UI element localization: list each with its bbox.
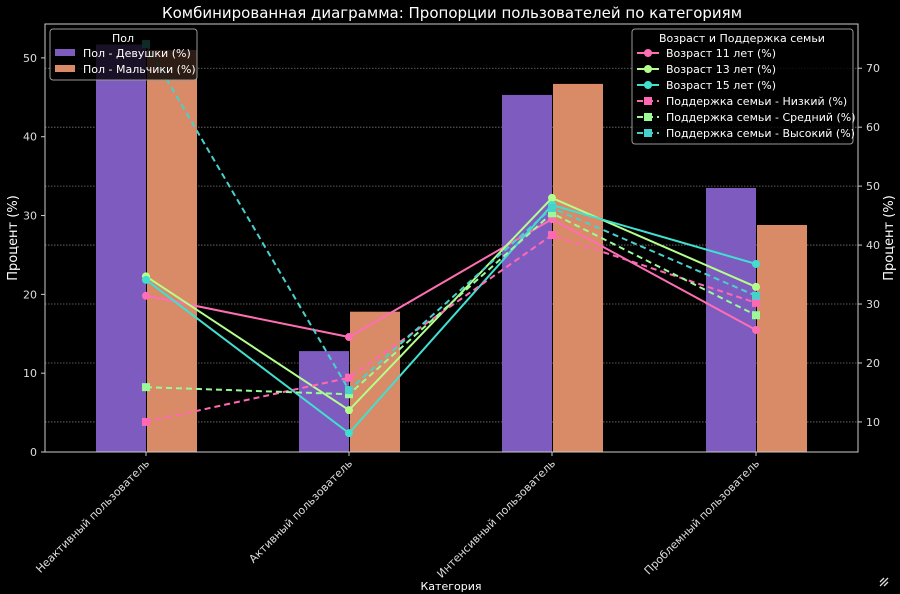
series-line (145, 233, 757, 423)
legend-title: Возраст и Поддержка семьи (659, 32, 825, 45)
point-marker (752, 311, 760, 320)
bar-girls (96, 44, 146, 452)
point-marker (752, 298, 760, 307)
point-marker (548, 231, 556, 240)
series-line (145, 217, 757, 339)
legend-marker (644, 49, 652, 57)
legend-label: Возраст 15 лет (%) (666, 79, 776, 92)
point-marker (142, 417, 150, 426)
point-marker (345, 390, 353, 399)
legend-label: Пол - Девушки (%) (83, 47, 191, 60)
x-tick-label: Неактивный пользователь (33, 457, 152, 576)
point-marker (345, 373, 353, 382)
y-axis-label-left: Процент (%) (6, 195, 21, 281)
resize-icon[interactable] (879, 577, 889, 587)
point-marker (548, 193, 556, 202)
legend-marker (644, 97, 652, 105)
point-marker (142, 291, 150, 300)
legend-swatch (55, 65, 75, 72)
point-marker (752, 325, 760, 334)
x-tick-label: Активный пользователь (246, 457, 355, 566)
point-marker (752, 291, 760, 300)
bar-boys (757, 224, 807, 452)
y-tick-label-right: 10 (866, 416, 880, 429)
y-tick-label-left: 10 (23, 367, 37, 380)
legend-label: Поддержка семьи - Средний (%) (666, 111, 856, 124)
legend-label: Поддержка семьи - Высокий (%) (666, 127, 855, 140)
legend-label: Поддержка семьи - Низкий (%) (666, 95, 847, 108)
legend-label: Пол - Мальчики (%) (83, 63, 196, 76)
bar-boys (553, 83, 603, 452)
y-tick-label-right: 20 (866, 357, 880, 370)
bar-girls (502, 94, 552, 453)
legend-label: Возраст 13 лет (%) (666, 63, 776, 76)
series-line (145, 203, 757, 435)
legend-box-age-support (631, 28, 854, 145)
point-marker (345, 429, 353, 438)
point-marker (142, 383, 150, 392)
y-tick-label-right: 70 (866, 62, 880, 75)
y-tick-label-right: 60 (866, 121, 880, 134)
y-tick-label-right: 50 (866, 180, 880, 193)
bar-girls (706, 187, 756, 453)
legend-label: Возраст 11 лет (%) (666, 47, 776, 60)
point-marker (752, 282, 760, 291)
y-tick-label-left: 30 (23, 210, 37, 223)
legend-marker (644, 81, 652, 89)
series-line (145, 196, 757, 412)
plot-frame (44, 23, 859, 453)
series-line (145, 43, 757, 392)
point-marker (548, 209, 556, 218)
legend-marker (644, 113, 652, 121)
legend-title: Пол (112, 32, 134, 45)
series-line (145, 212, 757, 396)
point-marker (345, 406, 353, 415)
y-tick-label-right: 40 (866, 239, 880, 252)
y-tick-label-left: 20 (23, 288, 37, 301)
y-axis-label-right: Процент (%) (882, 195, 897, 281)
x-axis-label: Категория (421, 580, 482, 593)
bar-boys (147, 50, 197, 453)
point-marker (345, 386, 353, 395)
y-tick-label-right: 30 (866, 298, 880, 311)
point-marker (548, 203, 556, 212)
legend-swatch (55, 49, 75, 56)
point-marker (345, 333, 353, 342)
x-tick-label: Интенсивный пользователь (434, 457, 558, 581)
point-marker (752, 259, 760, 268)
y-tick-label-left: 0 (30, 446, 37, 459)
y-tick-label-left: 40 (23, 131, 37, 144)
chart-title: Комбинированная диаграмма: Пропорции пол… (162, 4, 742, 22)
x-tick-label: Проблемный пользователь (642, 457, 762, 577)
point-marker (142, 275, 150, 284)
legend-marker (644, 65, 652, 73)
legend-marker (644, 129, 652, 137)
y-tick-label-left: 50 (23, 52, 37, 65)
legend-box-gender (49, 28, 198, 81)
